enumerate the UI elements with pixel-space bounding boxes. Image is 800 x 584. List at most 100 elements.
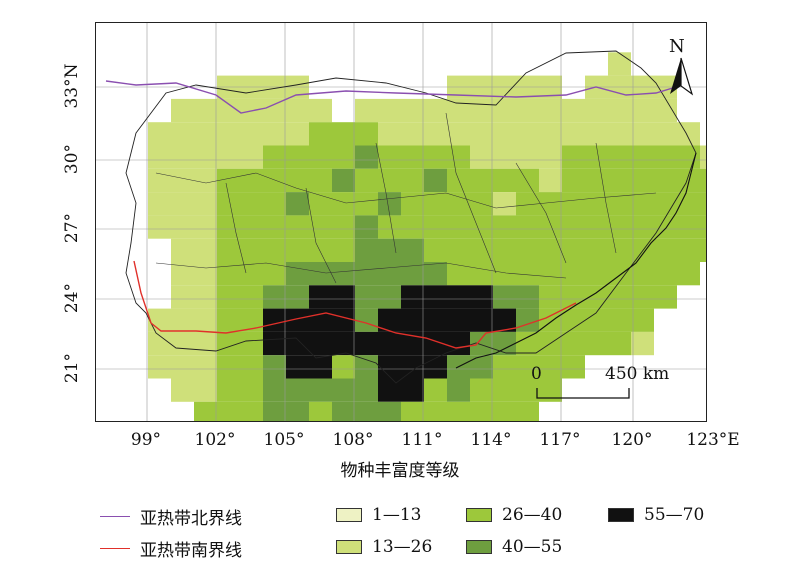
grid-cell — [493, 262, 516, 286]
grid-cell — [355, 331, 378, 356]
grid-cell — [286, 308, 309, 332]
richness-grid-cells — [148, 52, 706, 421]
grid-cell — [562, 262, 585, 286]
grid-cell — [171, 168, 194, 193]
grid-cell — [355, 168, 378, 193]
grid-cell — [194, 238, 217, 262]
grid-cell — [424, 122, 447, 146]
grid-cell — [447, 308, 470, 332]
grid-cell — [631, 122, 654, 146]
grid-cell — [562, 98, 585, 123]
grid-cell — [355, 355, 378, 379]
grid-cell — [539, 262, 562, 286]
grid-cell — [447, 401, 470, 421]
grid-cell — [194, 331, 217, 356]
grid-cell — [493, 378, 516, 402]
grid-cell — [424, 285, 447, 309]
grid-cell — [355, 262, 378, 286]
grid-cell — [217, 262, 240, 286]
grid-cell — [424, 192, 447, 216]
grid-cell — [493, 308, 516, 332]
grid-cell — [493, 192, 516, 216]
legend-label: 亚热带南界线 — [140, 541, 242, 561]
grid-cell — [240, 145, 263, 169]
y-tick-label: 33°N — [62, 63, 82, 109]
grid-cell — [194, 355, 217, 379]
grid-cell — [263, 331, 286, 356]
grid-cell — [217, 192, 240, 216]
x-tick-label: 117° — [539, 430, 581, 450]
scale-bar — [536, 388, 630, 399]
grid-cell — [585, 262, 608, 286]
grid-cell — [585, 98, 608, 123]
grid-cell — [240, 192, 263, 216]
grid-cell — [700, 192, 706, 216]
legend-label: 26—40 — [502, 505, 563, 525]
grid-cell — [424, 308, 447, 332]
grid-cell — [309, 215, 332, 239]
grid-cell — [562, 168, 585, 193]
grid-cell — [447, 122, 470, 146]
legend-class-3: 26—40 — [466, 505, 562, 525]
grid-cell — [493, 238, 516, 262]
grid-cell — [194, 262, 217, 286]
grid-cell — [240, 355, 263, 379]
grid-cell — [631, 168, 654, 193]
grid-cell — [286, 331, 309, 356]
grid-cell — [240, 308, 263, 332]
grid-cell — [378, 192, 401, 216]
grid-cell — [217, 401, 240, 421]
legend-line-swatch — [100, 548, 130, 549]
grid-cell — [585, 238, 608, 262]
grid-cell — [677, 238, 700, 262]
grid-cell — [677, 192, 700, 216]
grid-cell — [562, 308, 585, 332]
grid-cell — [654, 122, 677, 146]
legend-swatch — [466, 508, 492, 522]
coastline — [455, 152, 697, 369]
grid-cell — [677, 262, 700, 286]
grid-cell — [240, 238, 263, 262]
north-label: N — [669, 36, 685, 57]
grid-cell — [631, 331, 654, 356]
grid-cell — [355, 401, 378, 421]
grid-cell — [332, 262, 355, 286]
grid-cell — [424, 168, 447, 193]
x-tick-label: 123°E — [686, 430, 740, 450]
grid-cell — [171, 238, 194, 262]
grid-cell — [217, 308, 240, 332]
grid-cell — [516, 215, 539, 239]
grid-cell — [240, 215, 263, 239]
grid-cell — [424, 238, 447, 262]
grid-cell — [585, 308, 608, 332]
grid-cell — [539, 215, 562, 239]
grid-cell — [470, 98, 493, 123]
grid-cell — [309, 378, 332, 402]
legend-class-1: 1—13 — [336, 505, 421, 525]
grid-cell — [401, 145, 424, 169]
grid-cell — [608, 238, 631, 262]
grid-cell — [378, 145, 401, 169]
grid-cell — [516, 238, 539, 262]
grid-cell — [401, 331, 424, 356]
legend-label: 55—70 — [644, 505, 705, 525]
grid-cell — [470, 378, 493, 402]
grid-cell — [240, 285, 263, 309]
grid-cell — [608, 285, 631, 309]
grid-cell — [355, 215, 378, 239]
x-tick-label: 120° — [611, 430, 653, 450]
grid-cell — [332, 145, 355, 169]
grid-cell — [171, 285, 194, 309]
grid-cell — [194, 378, 217, 402]
grid-cell — [194, 401, 217, 421]
grid-cell — [240, 262, 263, 286]
grid-cell — [424, 98, 447, 123]
grid-cell — [447, 215, 470, 239]
grid-cell — [539, 285, 562, 309]
grid-cell — [240, 401, 263, 421]
grid-cell — [539, 192, 562, 216]
grid-cell — [447, 168, 470, 193]
grid-cell — [263, 355, 286, 379]
grid-cell — [516, 98, 539, 123]
grid-cell — [516, 331, 539, 356]
